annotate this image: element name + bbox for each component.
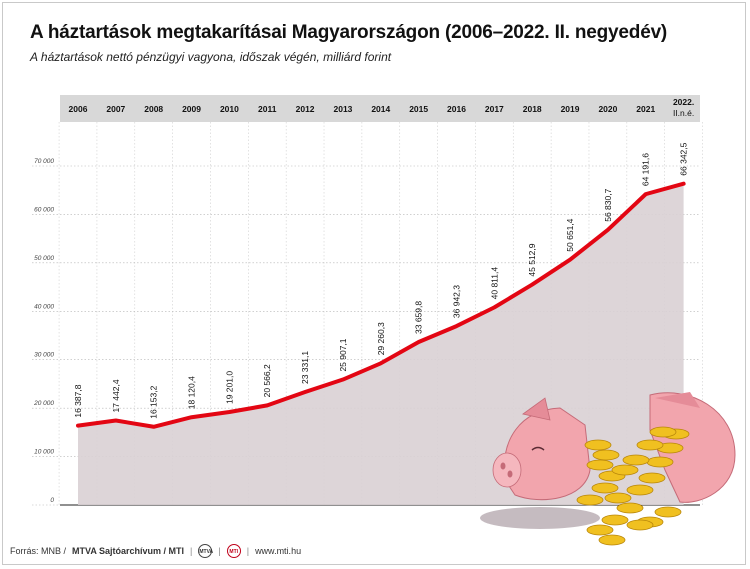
data-label: 50 651,4 <box>565 218 575 251</box>
y-tick-label: 30 000 <box>34 352 54 359</box>
x-tick-label: II.n.é. <box>673 108 694 118</box>
y-tick-label: 10 000 <box>34 449 54 456</box>
x-tick-label: 2021 <box>636 104 655 114</box>
coin-icon <box>611 464 639 476</box>
y-tick-label: 0 <box>50 497 54 504</box>
data-label: 36 942,3 <box>452 285 462 318</box>
x-tick-label: 2016 <box>447 104 466 114</box>
pig-ear-icon <box>522 397 551 421</box>
x-tick-label: 2015 <box>409 104 428 114</box>
chart-title: A háztartások megtakarításai Magyarorszá… <box>30 22 668 43</box>
x-tick-label: 2011 <box>258 104 277 114</box>
x-tick-label: 2022. <box>673 97 694 107</box>
y-tick-label: 70 000 <box>34 158 54 165</box>
coin-icon <box>592 449 620 461</box>
coin-icon <box>601 514 629 526</box>
data-label: 23 331,1 <box>300 351 310 384</box>
chart-subtitle: A háztartások nettó pénzügyi vagyona, id… <box>30 50 392 64</box>
coin-icon <box>586 524 614 536</box>
data-label: 16 387,8 <box>73 384 83 417</box>
broken-piggy-bank-illustration <box>480 392 736 546</box>
x-tick-label: 2008 <box>144 104 163 114</box>
coin-icon <box>616 502 644 514</box>
mti-logo-icon: MTI <box>226 544 241 558</box>
series-line <box>76 181 686 429</box>
mtva-logo-icon: MTVA <box>198 544 213 558</box>
x-tick-label: 2009 <box>182 104 201 114</box>
footer-divider: | <box>218 546 221 556</box>
x-tick-label: 2018 <box>523 104 542 114</box>
data-label: 33 659,8 <box>414 301 424 334</box>
coin-icon <box>598 534 626 546</box>
x-tick-label: 2012 <box>296 104 315 114</box>
data-label: 56 830,7 <box>603 188 613 221</box>
coin-icon <box>646 456 674 468</box>
data-label: 45 512,9 <box>527 243 537 276</box>
footer-url: www.mti.hu <box>255 546 302 556</box>
y-tick-label: 60 000 <box>34 206 54 213</box>
y-tick-label: 40 000 <box>34 303 54 310</box>
data-label: 64 191,6 <box>641 153 651 186</box>
data-label: 40 811,4 <box>489 267 499 300</box>
data-label: 16 153,2 <box>149 385 159 418</box>
data-label: 66 342,5 <box>679 142 689 175</box>
pig-snout-icon <box>492 452 522 488</box>
x-tick-label: 2014 <box>371 104 390 114</box>
coin-icon <box>654 506 682 518</box>
coin-icon <box>576 494 604 506</box>
x-tick-label: 2006 <box>69 104 88 114</box>
coin-icon <box>626 519 654 531</box>
data-label: 19 201,0 <box>224 371 234 404</box>
year-header-band <box>60 95 700 122</box>
x-tick-label: 2019 <box>561 104 580 114</box>
x-tick-label: 2020 <box>598 104 617 114</box>
data-label: 29 260,3 <box>376 322 386 355</box>
coin-icon <box>622 454 650 466</box>
source-prefix: Forrás: MNB / <box>10 546 67 556</box>
data-label: 18 120,4 <box>187 376 197 409</box>
nostril-icon <box>507 470 513 478</box>
coin-icon <box>584 439 612 451</box>
x-tick-label: 2017 <box>485 104 504 114</box>
coin-icon <box>649 426 677 438</box>
source-name: MTVA Sajtóarchívum / MTI <box>72 546 185 556</box>
pig-eye-icon <box>531 446 545 451</box>
data-label: 20 566,2 <box>262 364 272 397</box>
data-label: 25 907,1 <box>338 338 348 371</box>
x-tick-label: 2007 <box>106 104 125 114</box>
coin-icon <box>604 492 632 504</box>
footer-divider: | <box>190 546 193 556</box>
y-tick-label: 50 000 <box>34 255 54 262</box>
shadow-icon <box>480 507 600 529</box>
footer: Forrás: MNB / MTVA Sajtóarchívum / MTI |… <box>10 544 301 558</box>
coin-icon <box>638 472 666 484</box>
coin-icon <box>586 459 614 471</box>
nostril-icon <box>500 462 506 470</box>
x-tick-label: 2013 <box>333 104 352 114</box>
footer-divider: | <box>246 546 250 556</box>
x-tick-label: 2010 <box>220 104 239 114</box>
coin-icon <box>636 439 664 451</box>
data-label: 17 442,4 <box>111 379 121 412</box>
coin-icon <box>626 484 654 496</box>
pig-shell-inside-icon <box>655 392 700 408</box>
coin-icon <box>591 482 619 494</box>
y-tick-label: 20 000 <box>33 400 54 407</box>
